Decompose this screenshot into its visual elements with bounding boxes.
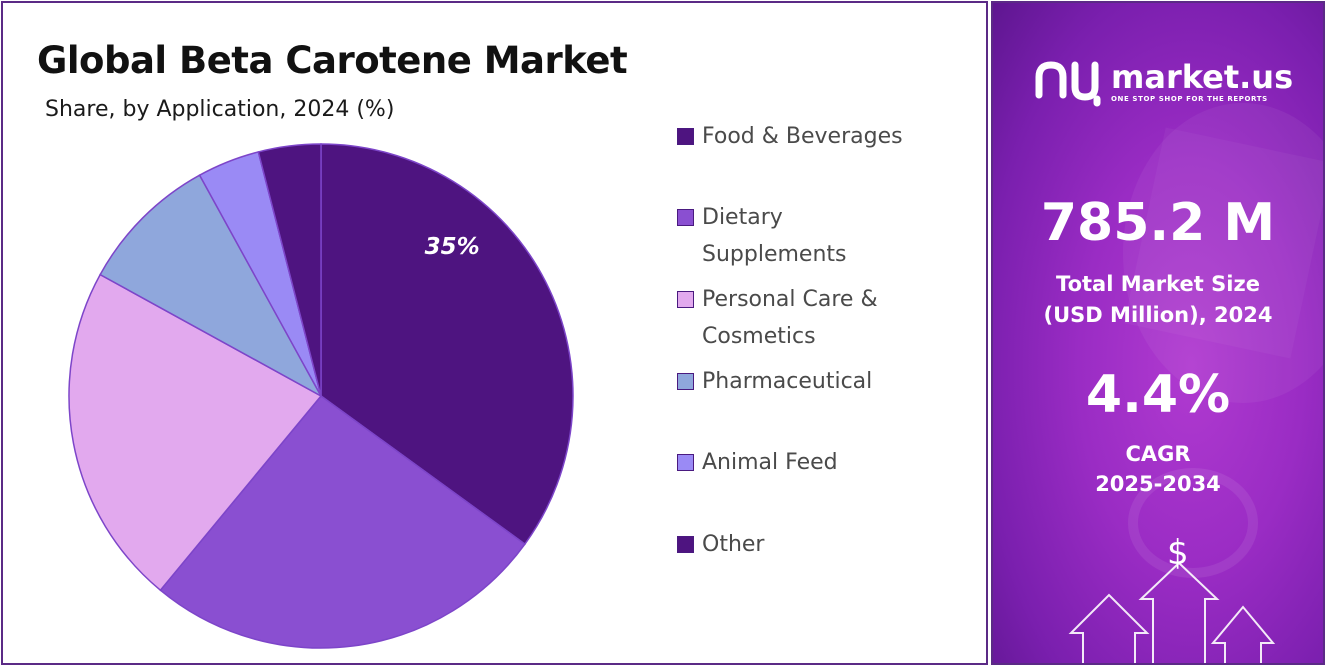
logo-text: market.us xyxy=(1111,57,1294,96)
background-decoration xyxy=(1123,103,1323,578)
summary-panel: market.us ONE STOP SHOP FOR THE REPORTS … xyxy=(991,1,1325,665)
legend-item-food-beverages: Food & Beverages xyxy=(677,121,942,155)
legend-label: Personal Care & Cosmetics xyxy=(702,287,878,349)
market-size-label-line2: (USD Million), 2024 xyxy=(1043,303,1273,327)
market-size-label-line1: Total Market Size xyxy=(1056,272,1260,296)
market-us-logo-icon xyxy=(1035,61,1101,107)
legend-label: Pharmaceutical xyxy=(702,369,873,394)
pie-slice-food-beverages xyxy=(320,143,574,546)
legend-swatch xyxy=(677,209,694,226)
legend-swatch xyxy=(677,291,694,308)
chart-panel: Global Beta Carotene Market Share, by Ap… xyxy=(1,1,988,665)
legend-label: Dietary Supplements xyxy=(702,205,847,267)
pie-slice-personal-care-cosmetics xyxy=(68,273,323,592)
pie-slice-other xyxy=(257,143,322,397)
cagr-label-line1: CAGR xyxy=(1125,442,1191,466)
cagr-value: 4.4% xyxy=(1085,365,1231,425)
legend-swatch xyxy=(677,454,694,471)
cagr-label-line2: 2025-2034 xyxy=(1095,472,1221,496)
pie-slice-dietary-supplements xyxy=(159,394,526,649)
legend-item-personal-care-cosmetics: Personal Care & Cosmetics xyxy=(677,284,912,355)
legend-label: Other xyxy=(702,532,765,557)
logo-tagline: ONE STOP SHOP FOR THE REPORTS xyxy=(1111,94,1268,103)
legend-swatch xyxy=(677,128,694,145)
pie-chart: 35% xyxy=(68,143,574,649)
legend-label: Animal Feed xyxy=(702,450,838,475)
logo: market.us ONE STOP SHOP FOR THE REPORTS xyxy=(1035,55,1293,107)
pie-data-label: 35% xyxy=(425,234,480,260)
legend-item-animal-feed: Animal Feed xyxy=(677,447,942,481)
legend-item-dietary-supplements: Dietary Supplements xyxy=(677,202,882,273)
legend-swatch xyxy=(677,373,694,390)
chart-title: Global Beta Carotene Market xyxy=(37,39,628,82)
dollar-icon: $ xyxy=(1167,533,1189,573)
legend-item-pharmaceutical: Pharmaceutical xyxy=(677,366,942,400)
legend-label: Food & Beverages xyxy=(702,124,903,149)
legend-item-other: Other xyxy=(677,529,942,563)
pie-slice-pharmaceutical xyxy=(99,174,323,398)
arrow-up-icon xyxy=(1068,561,1276,663)
legend-swatch xyxy=(677,536,694,553)
chart-subtitle: Share, by Application, 2024 (%) xyxy=(45,97,395,122)
market-size-value: 785.2 M xyxy=(1040,193,1276,253)
